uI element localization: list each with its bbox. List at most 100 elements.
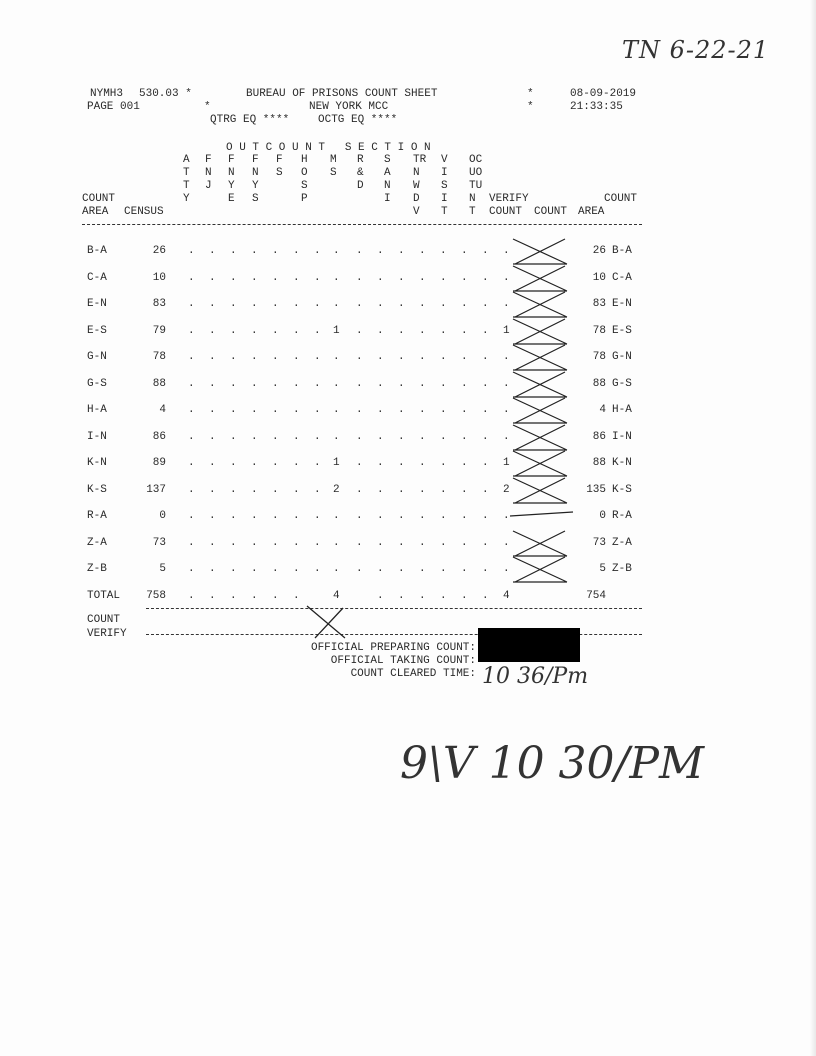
header-area-right: AREA xyxy=(578,206,605,218)
empty-cell-dot: . xyxy=(461,298,468,310)
empty-cell-dot: . xyxy=(209,245,216,257)
qtrg-eq: QTRG EQ **** xyxy=(210,114,290,126)
count-area: G-S xyxy=(87,377,107,390)
empty-cell-dot: . xyxy=(440,377,447,390)
report-time: 21:33:35 xyxy=(570,101,623,113)
empty-cell-dot: . xyxy=(440,563,447,575)
empty-cell-dot: . xyxy=(251,536,258,549)
hosp-outcount: . xyxy=(333,351,340,363)
hosp-outcount: . xyxy=(333,404,340,416)
column-header-letter: E xyxy=(228,193,235,205)
hosp-outcount: . xyxy=(333,563,340,575)
empty-cell-dot: . xyxy=(440,404,447,416)
empty-cell-dot: . xyxy=(230,298,237,310)
empty-cell-dot: . xyxy=(209,457,216,469)
empty-cell-dot: . xyxy=(230,324,237,337)
empty-cell-dot: . xyxy=(230,351,237,363)
empty-cell-dot: . xyxy=(419,483,426,496)
count-area: K-N xyxy=(87,457,107,469)
empty-cell-dot: . xyxy=(419,457,426,469)
column-header-letter: S xyxy=(441,180,448,192)
empty-cell-dot: . xyxy=(377,324,384,337)
count-area-right: K-S xyxy=(612,483,632,496)
column-header-letter: T xyxy=(469,206,476,218)
empty-cell-dot: . xyxy=(251,457,258,469)
empty-cell-dot: . xyxy=(356,351,363,363)
empty-cell-dot: . xyxy=(272,404,279,416)
empty-cell-dot: . xyxy=(482,377,489,390)
column-header-letter: I xyxy=(384,193,391,205)
count-area-right: H-A xyxy=(612,404,632,416)
column-header-letter: O xyxy=(301,167,308,179)
empty-cell-dot: . xyxy=(314,510,321,522)
total-outcount: . xyxy=(503,245,510,257)
empty-cell-dot: . xyxy=(293,457,300,469)
empty-cell-dot: . xyxy=(482,457,489,469)
empty-cell-dot: . xyxy=(419,351,426,363)
empty-cell-dot: . xyxy=(272,536,279,549)
hosp-outcount: . xyxy=(333,510,340,522)
empty-cell-dot: . xyxy=(356,536,363,549)
empty-cell-dot: . xyxy=(419,510,426,522)
column-header-letter: V xyxy=(413,206,420,218)
header-count: COUNT xyxy=(534,206,568,218)
census-value: 86 xyxy=(152,430,166,443)
column-header-letter: W xyxy=(413,180,420,192)
empty-cell-dot: . xyxy=(230,563,237,575)
empty-cell-dot: . xyxy=(461,245,468,257)
column-header-letter: A xyxy=(183,154,190,166)
count-value: 5 xyxy=(599,563,606,575)
empty-cell-dot: . xyxy=(209,483,216,496)
section-title: O U T C O U N T S E C T I O N xyxy=(226,142,431,154)
count-value: 78 xyxy=(592,324,606,337)
empty-cell-dot: . xyxy=(188,298,195,310)
column-header-letter: N xyxy=(252,167,259,179)
hosp-outcount: . xyxy=(333,377,340,390)
empty-cell-dot: . xyxy=(377,351,384,363)
empty-cell-dot: . xyxy=(188,536,195,549)
count-value: 83 xyxy=(592,298,606,310)
empty-cell-dot: . xyxy=(440,271,447,284)
count-area: R-A xyxy=(87,510,107,522)
empty-cell-dot: . xyxy=(398,245,405,257)
empty-cell-dot: . xyxy=(230,377,237,390)
empty-cell-dot: . xyxy=(440,324,447,337)
verify-x-mark xyxy=(512,264,568,292)
header-census: CENSUS xyxy=(124,206,164,218)
empty-cell-dot: . xyxy=(293,510,300,522)
empty-cell-dot: . xyxy=(230,245,237,257)
count-value: 88 xyxy=(592,377,606,390)
header-area: AREA xyxy=(82,206,109,218)
empty-cell-dot: . xyxy=(377,536,384,549)
empty-cell-dot: . xyxy=(461,377,468,390)
hosp-outcount: 1 xyxy=(333,324,340,337)
empty-cell-dot: . xyxy=(461,589,468,602)
empty-cell-dot: . xyxy=(293,298,300,310)
total-outcount: 1 xyxy=(503,324,510,337)
header-verify-count: COUNT xyxy=(489,206,523,218)
empty-cell-dot: . xyxy=(440,510,447,522)
empty-cell-dot: . xyxy=(356,324,363,337)
column-header-letter: R xyxy=(357,154,364,166)
empty-cell-dot: . xyxy=(419,430,426,443)
empty-cell-dot: . xyxy=(293,483,300,496)
redaction-box xyxy=(478,628,580,662)
column-header-letter: V xyxy=(441,154,448,166)
count-area-right: G-S xyxy=(612,377,632,390)
empty-cell-dot: . xyxy=(251,563,258,575)
count-area: K-S xyxy=(87,483,107,496)
empty-cell-dot: . xyxy=(461,404,468,416)
empty-cell-dot: . xyxy=(482,510,489,522)
census-value: 26 xyxy=(152,245,166,257)
empty-cell-dot: . xyxy=(398,457,405,469)
verify-x-mark xyxy=(512,344,568,371)
empty-cell-dot: . xyxy=(188,245,195,257)
verify-x-mark xyxy=(512,529,568,557)
column-header-letter: T xyxy=(183,180,190,192)
empty-cell-dot: . xyxy=(188,324,195,337)
verify-x-mark xyxy=(512,238,568,265)
column-header-letter: P xyxy=(301,193,308,205)
empty-cell-dot: . xyxy=(356,563,363,575)
empty-cell-dot: . xyxy=(419,324,426,337)
column-header-letter: Y xyxy=(228,180,235,192)
